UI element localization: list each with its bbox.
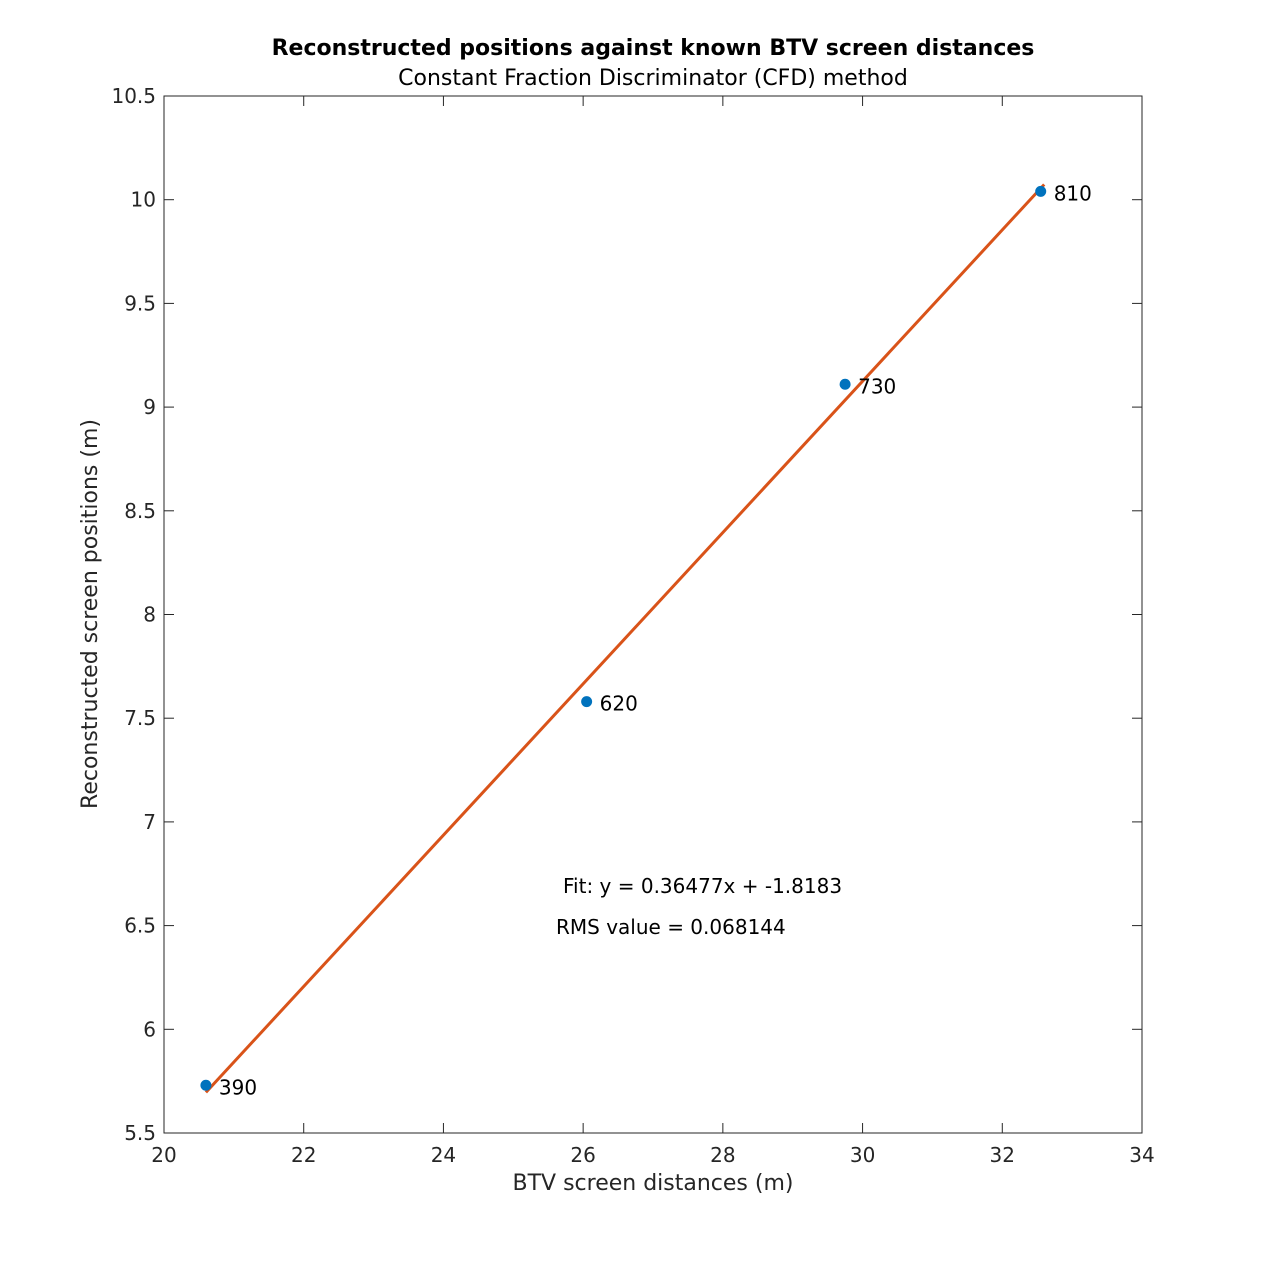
- y-tick-label: 6: [143, 1017, 156, 1041]
- data-point: [1035, 185, 1047, 197]
- chart-title: Reconstructed positions against known BT…: [272, 36, 1035, 61]
- x-tick-label: 26: [570, 1143, 595, 1167]
- y-tick-label: 7: [143, 810, 156, 834]
- data-points-layer: 390 620 730 810: [200, 181, 1092, 1099]
- data-point: [581, 696, 593, 708]
- x-tick-label: 20: [151, 1143, 176, 1167]
- y-tick-label: 6.5: [124, 914, 156, 938]
- point-label: 390: [219, 1075, 257, 1099]
- data-point: [200, 1079, 212, 1091]
- fit-line: [204, 183, 1046, 1094]
- x-tick-label: 28: [710, 1143, 735, 1167]
- x-tick-label: 30: [850, 1143, 875, 1167]
- y-tick-label: 9.5: [124, 291, 156, 315]
- y-axis-label: Reconstructed screen positions (m): [78, 419, 103, 809]
- rms-annotation: RMS value = 0.068144: [556, 915, 786, 939]
- y-tick-label: 8.5: [124, 499, 156, 523]
- y-tick-label: 10.5: [111, 84, 156, 108]
- y-tick-label: 7.5: [124, 706, 156, 730]
- point-label: 730: [858, 374, 896, 398]
- y-tick-label: 10: [131, 188, 156, 212]
- x-tick-label: 34: [1129, 1143, 1154, 1167]
- x-tick-label: 22: [291, 1143, 316, 1167]
- y-tick-label: 5.5: [124, 1121, 156, 1145]
- x-tick-label: 32: [990, 1143, 1015, 1167]
- y-tick-label: 9: [143, 395, 156, 419]
- chart-subtitle: Constant Fraction Discriminator (CFD) me…: [398, 66, 908, 91]
- axis-ticks: 20 22 24 26 28 30 32 34 5.5 6 6.5 7 7.5 8 8.5 9 9.5 10 10.…: [111, 84, 1154, 1167]
- point-label: 620: [600, 692, 638, 716]
- fit-equation-annotation: Fit: y = 0.36477x + -1.8183: [563, 874, 842, 898]
- point-label: 810: [1054, 181, 1092, 205]
- x-tick-label: 24: [431, 1143, 456, 1167]
- fit-line-layer: [204, 183, 1046, 1094]
- data-point: [839, 378, 851, 390]
- y-tick-label: 8: [143, 603, 156, 627]
- x-axis-label: BTV screen distances (m): [513, 1171, 794, 1196]
